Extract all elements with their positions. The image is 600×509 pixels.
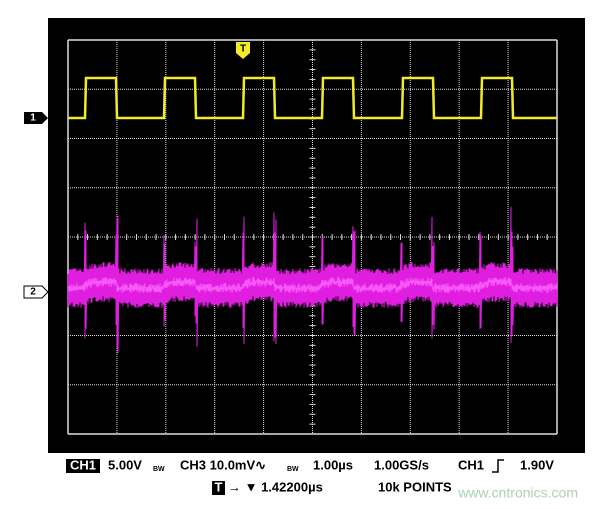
- ch2-marker-label: 2: [30, 287, 36, 298]
- timebase: 1.00µs: [313, 457, 353, 472]
- record-length: 10k POINTS: [378, 479, 452, 494]
- ch1-marker-label: 1: [30, 113, 36, 124]
- trigger-badge-label: T: [215, 479, 223, 494]
- trigger-position: → ▼ 1.42200µs: [228, 479, 323, 494]
- rising-edge-icon: [492, 459, 504, 473]
- ch2-marker: [23, 285, 49, 299]
- sample-rate: 1.00GS/s: [374, 457, 429, 472]
- ch3-bw: BW: [287, 466, 299, 473]
- watermark: www.cntronics.com: [457, 485, 578, 501]
- ch3-waveform-core: [67, 277, 558, 294]
- ch1-waveform: [68, 76, 557, 120]
- trigger-badge: [212, 481, 225, 495]
- trigger-marker: [236, 42, 250, 59]
- screen: [48, 18, 585, 453]
- ch1-marker: [24, 112, 48, 124]
- ch1-bw: BW: [153, 466, 165, 473]
- trigger-level: 1.90V: [520, 457, 554, 472]
- ch3-scale: CH3 10.0mV∿: [180, 457, 266, 472]
- trigger-source: CH1: [458, 457, 484, 472]
- ch1-badge: [66, 459, 100, 473]
- trigger-marker-label: T: [240, 44, 246, 55]
- ch1-scale: 5.00V: [108, 457, 142, 472]
- graticule: [67, 39, 558, 435]
- ch1-badge-label: CH1: [70, 457, 96, 472]
